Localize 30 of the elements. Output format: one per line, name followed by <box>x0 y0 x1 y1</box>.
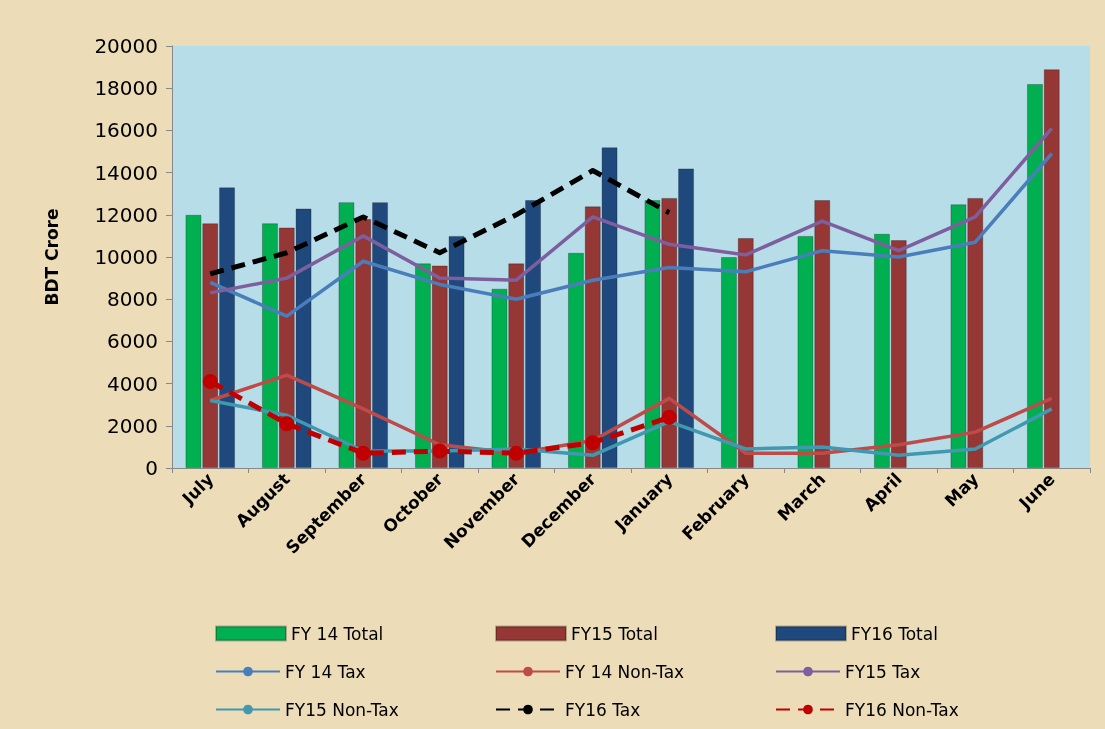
point <box>202 373 218 389</box>
y-tick-label: 14000 <box>94 160 158 185</box>
point <box>355 445 371 461</box>
y-axis-title: BDT Crore <box>41 208 62 306</box>
y-tick-label: 0 <box>145 456 158 480</box>
legend-label: FY15 Non-Tax <box>285 699 399 720</box>
legend-label: FY 14 Non-Tax <box>565 661 685 682</box>
legend-label: FY 14 Tax <box>285 661 366 682</box>
legend-label: FY16 Tax <box>565 699 641 720</box>
point <box>661 409 677 425</box>
legend-label: FY16 Non-Tax <box>845 699 959 720</box>
point <box>279 416 295 432</box>
line-series <box>208 151 1054 318</box>
y-tick-label: 6000 <box>107 329 158 354</box>
point <box>585 435 601 451</box>
y-tick-label: 8000 <box>107 287 158 312</box>
y-tick-label: 20000 <box>94 34 158 58</box>
y-tick-label: 12000 <box>94 202 158 227</box>
line-series <box>208 126 1054 295</box>
y-tick-label: 10000 <box>94 245 158 269</box>
point <box>508 445 524 461</box>
y-tick-label: 18000 <box>94 76 158 101</box>
legend-label: FY 14 Total <box>291 623 384 644</box>
legend-label: FY16 Total <box>851 623 938 644</box>
y-tick-label: 16000 <box>94 118 158 143</box>
point <box>432 443 448 459</box>
y-tick-label: 4000 <box>107 371 158 396</box>
legend-label: FY15 Tax <box>845 661 921 682</box>
y-tick-label: 2000 <box>107 413 158 438</box>
legend-label: FY15 Total <box>571 623 658 644</box>
